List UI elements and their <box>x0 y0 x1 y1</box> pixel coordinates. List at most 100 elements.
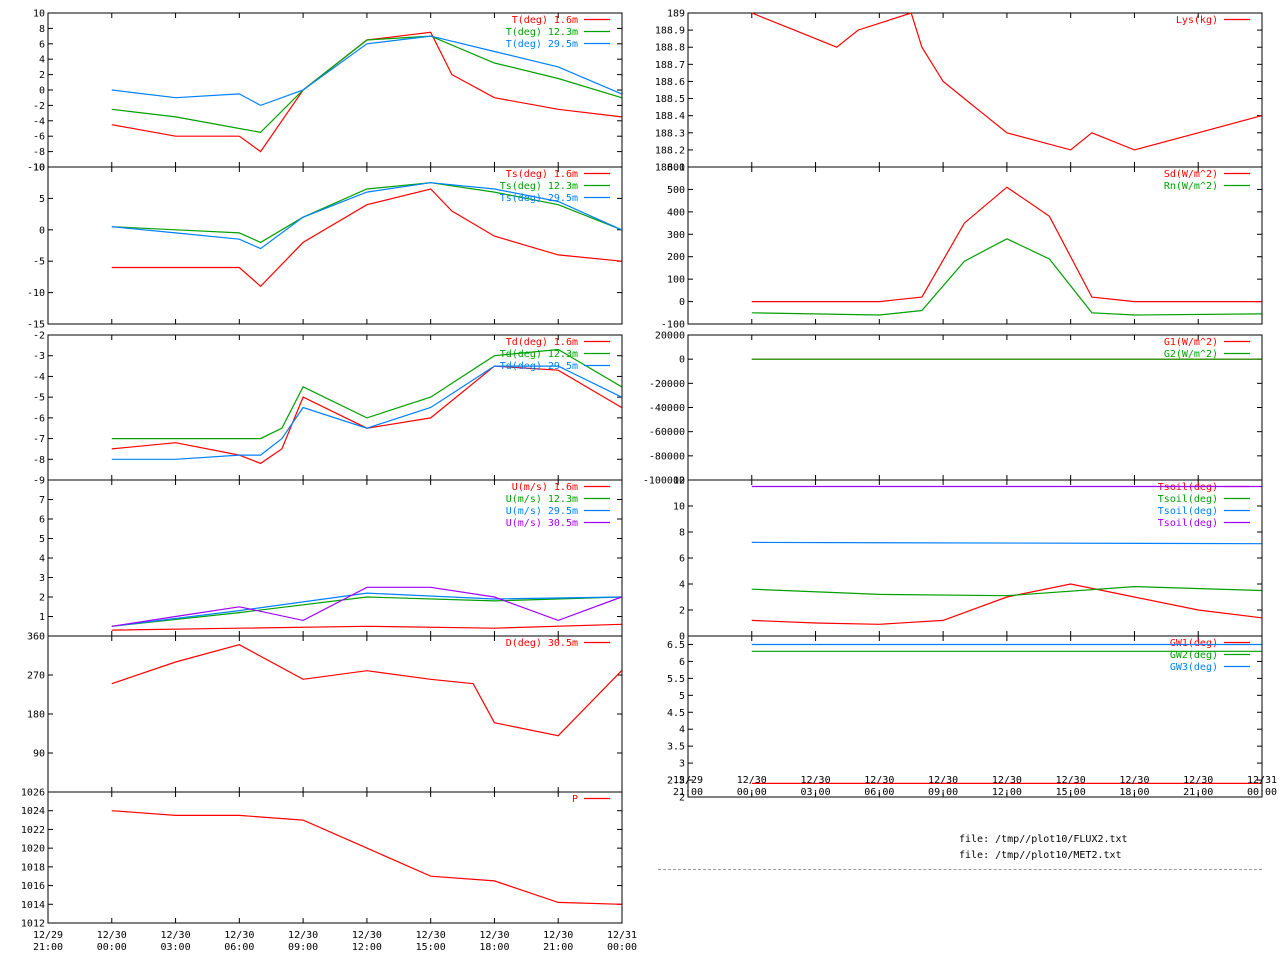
ytick-label-Td: -3 <box>33 351 45 362</box>
ytick-label-T: 8 <box>39 24 45 35</box>
panel-frame-Rad <box>687 166 1263 325</box>
xtick-time-label: 12:00 <box>992 787 1022 798</box>
ytick-label-Ts: -15 <box>27 320 45 331</box>
ytick-label-Tsoil: 4 <box>679 580 685 591</box>
ytick-label-D: 360 <box>27 632 45 643</box>
legend-label-U-0: U(m/s) 1.6m <box>512 482 578 493</box>
legend-label-Tsoil-3: Tsoil(deg) <box>1158 518 1218 529</box>
xtick-date-label: 12/29 <box>673 775 703 786</box>
ytick-label-GW: 3.5 <box>667 742 685 753</box>
ytick-label-Rad: 200 <box>667 252 685 263</box>
xtick-time-label: 03:00 <box>161 942 191 953</box>
ytick-label-Tsoil: 10 <box>673 502 685 513</box>
ytick-label-Ts: 5 <box>39 194 45 205</box>
ytick-label-T: -4 <box>33 116 45 127</box>
ytick-label-Lys: 188.8 <box>655 43 685 54</box>
ytick-label-Ts: 0 <box>39 225 45 236</box>
ytick-label-U: 4 <box>39 554 45 565</box>
legend-label-GW-0: GW1(deg) <box>1170 638 1218 649</box>
series-line-Tsoil-1 <box>751 585 1262 597</box>
series-line-Rad-1 <box>751 238 1262 316</box>
ytick-label-Rad: 0 <box>679 297 685 308</box>
ytick-label-GW: 5.5 <box>667 674 685 685</box>
legend-label-T-0: T(deg) 1.6m <box>512 15 578 26</box>
ytick-label-P: 1012 <box>21 919 45 930</box>
series-line-Rad-0 <box>751 186 1262 303</box>
xtick-date-label: 12/30 <box>1056 775 1086 786</box>
ytick-label-T: 0 <box>39 86 45 97</box>
xtick-time-label: 18:00 <box>479 942 509 953</box>
xtick-date-label: 12/30 <box>224 930 254 941</box>
ytick-label-G: 20000 <box>655 331 685 342</box>
ytick-label-Ts: -5 <box>33 257 45 268</box>
ytick-label-Rad: 100 <box>667 275 685 286</box>
ytick-label-Td: -5 <box>33 393 45 404</box>
ytick-label-G: -40000 <box>649 403 685 414</box>
xtick-date-label: 12/30 <box>288 930 318 941</box>
ytick-label-Tsoil: 2 <box>679 606 685 617</box>
ytick-label-Td: -6 <box>33 413 45 424</box>
xtick-date-label: 12/30 <box>1119 775 1149 786</box>
ytick-label-GW: 5 <box>679 691 685 702</box>
ytick-label-Tsoil: 0 <box>679 632 685 643</box>
xtick-time-label: 00:00 <box>1247 787 1277 798</box>
ytick-label-Tsoil: 6 <box>679 554 685 565</box>
ytick-label-Rad: 400 <box>667 207 685 218</box>
xtick-time-label: 03:00 <box>801 787 831 798</box>
ytick-label-T: -6 <box>33 132 45 143</box>
series-line-T-0 <box>111 31 622 153</box>
legend-label-Td-1: Td(deg) 12.3m <box>500 349 578 360</box>
series-line-Ts-0 <box>111 188 622 288</box>
ytick-label-Lys: 188.3 <box>655 128 685 139</box>
ytick-label-Td: -2 <box>33 331 45 342</box>
xtick-time-label: 06:00 <box>864 787 894 798</box>
ytick-label-P: 1020 <box>21 844 45 855</box>
ytick-label-Ts: 10 <box>33 163 45 174</box>
ytick-label-Lys: 188.7 <box>655 60 685 71</box>
xtick-date-label: 12/30 <box>801 775 831 786</box>
series-line-Ts-2 <box>111 182 622 250</box>
series-line-U-2 <box>111 592 622 627</box>
xtick-time-label: 21:00 <box>543 942 573 953</box>
series-line-Ts-1 <box>111 182 622 244</box>
xtick-date-label: 12/30 <box>97 930 127 941</box>
ytick-label-P: 1026 <box>21 788 45 799</box>
legend-label-Lys-0: Lys(kg) <box>1176 15 1218 26</box>
ytick-label-Tsoil: 12 <box>673 476 685 487</box>
xtick-date-label: 12/29 <box>33 930 63 941</box>
legend-label-Td-2: Td(deg) 29.5m <box>500 361 578 372</box>
ytick-label-U: 6 <box>39 515 45 526</box>
ytick-label-U: 2 <box>39 593 45 604</box>
xtick-time-label: 21:00 <box>1183 787 1213 798</box>
xtick-date-label: 12/31 <box>607 930 637 941</box>
ytick-label-G: -80000 <box>649 451 685 462</box>
ytick-label-D: 180 <box>27 710 45 721</box>
xtick-time-label: 09:00 <box>288 942 318 953</box>
ytick-label-G: -60000 <box>649 427 685 438</box>
xtick-time-label: 12:00 <box>352 942 382 953</box>
ytick-label-T: 6 <box>39 39 45 50</box>
ytick-label-D: 90 <box>33 749 45 760</box>
ytick-label-Td: -9 <box>33 476 45 487</box>
ytick-label-U: 5 <box>39 534 45 545</box>
legend-label-Tsoil-2: Tsoil(deg) <box>1158 506 1218 517</box>
legend-label-Rad-1: Rn(W/m^2) <box>1164 181 1218 192</box>
xtick-time-label: 15:00 <box>416 942 446 953</box>
ytick-label-D: 270 <box>27 671 45 682</box>
file-label-met: file: /tmp//plot10/MET2.txt <box>959 850 1122 861</box>
ytick-label-G: -20000 <box>649 379 685 390</box>
legend-label-G-1: G2(W/m^2) <box>1164 349 1218 360</box>
divider <box>658 869 1262 870</box>
ytick-label-GW: 2.5 <box>667 776 685 787</box>
xtick-date-label: 12/30 <box>1183 775 1213 786</box>
ytick-label-Ts: -10 <box>27 288 45 299</box>
legend-label-P-0: P <box>572 794 578 805</box>
legend-label-Td-0: Td(deg) 1.6m <box>506 337 578 348</box>
ytick-label-Lys: 188.6 <box>655 77 685 88</box>
ytick-label-G: -100000 <box>643 476 685 487</box>
ytick-label-Td: -4 <box>33 372 45 383</box>
legend-label-D-0: D(deg) 30.5m <box>506 638 578 649</box>
legend-label-Tsoil-1: Tsoil(deg) <box>1158 494 1218 505</box>
legend-label-U-3: U(m/s) 30.5m <box>506 518 578 529</box>
